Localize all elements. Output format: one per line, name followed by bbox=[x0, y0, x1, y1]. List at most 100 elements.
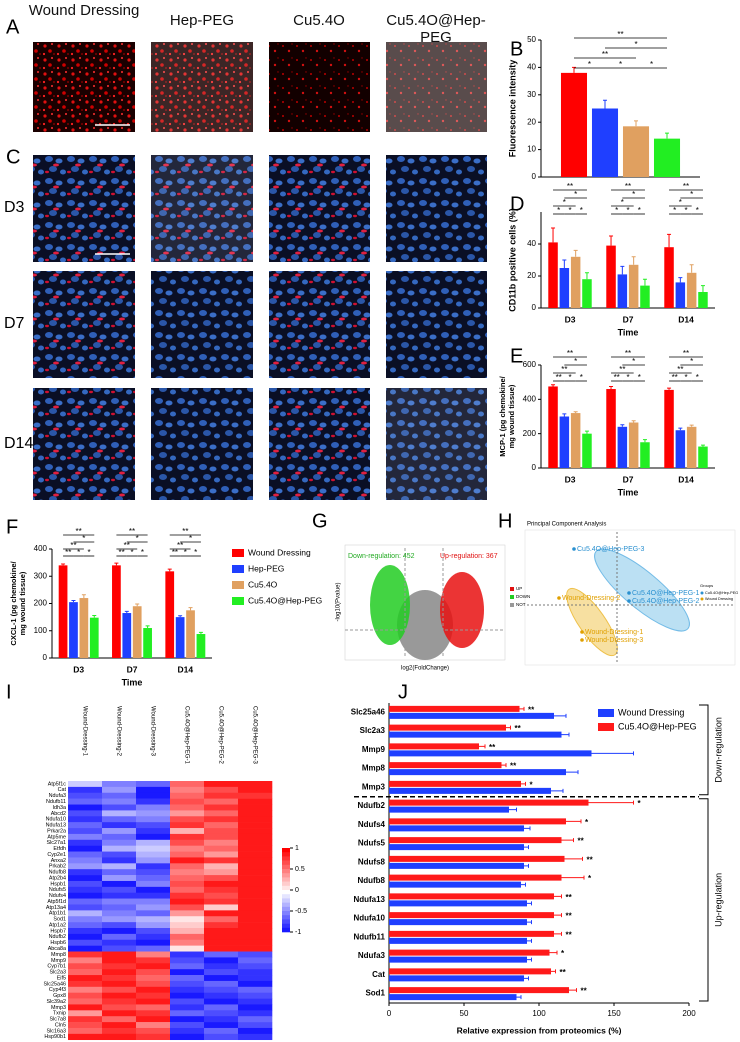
image-panels bbox=[33, 42, 487, 500]
heatmap-cell bbox=[170, 804, 205, 811]
heatmap-cell bbox=[102, 886, 137, 894]
heatmap-cell bbox=[170, 886, 205, 894]
bar bbox=[548, 386, 558, 468]
micrograph bbox=[386, 388, 487, 500]
bar bbox=[675, 430, 686, 468]
heatmap-cell bbox=[204, 1022, 239, 1029]
colorbar-segment bbox=[282, 860, 290, 866]
heatmap-cell bbox=[238, 845, 273, 852]
heatmap-cell bbox=[136, 998, 171, 1005]
bar bbox=[675, 282, 686, 308]
heatmap-cell bbox=[170, 975, 205, 982]
heatmap-cell bbox=[204, 851, 239, 858]
heatmap-cell bbox=[136, 851, 171, 858]
bar bbox=[686, 426, 697, 468]
heatmap-cell bbox=[204, 1004, 239, 1011]
error-bar bbox=[524, 976, 529, 981]
bar bbox=[389, 881, 521, 888]
heatmap-cell bbox=[204, 839, 239, 846]
error-bar bbox=[566, 770, 579, 775]
heatmap-cell bbox=[170, 963, 205, 970]
bar bbox=[640, 285, 650, 308]
annotation: Down-regulation: 452 bbox=[348, 553, 415, 560]
legend-label: Wound Dressing bbox=[248, 547, 311, 557]
column-label: Wound-Dressing-3 bbox=[149, 706, 155, 757]
heatmap-cell bbox=[68, 969, 103, 976]
significance-label: * bbox=[634, 40, 637, 49]
y-tick-label: 400 bbox=[523, 394, 537, 403]
bar bbox=[582, 433, 592, 468]
row-label: Cyp2e1 bbox=[47, 852, 66, 858]
heatmap-cell bbox=[204, 969, 239, 976]
heatmap-cell bbox=[68, 986, 103, 993]
bar bbox=[698, 292, 708, 308]
heatmap-cell bbox=[136, 980, 171, 988]
heatmap-cell bbox=[136, 904, 171, 911]
heatmap-cell bbox=[136, 822, 171, 829]
bar bbox=[389, 919, 527, 926]
heatmap-cell bbox=[136, 951, 171, 958]
error-bar bbox=[71, 600, 76, 603]
error-bar bbox=[678, 277, 683, 283]
significance-label: * bbox=[88, 548, 91, 557]
heatmap-cell bbox=[170, 851, 205, 858]
panel-label: F bbox=[6, 516, 18, 538]
micrograph bbox=[386, 271, 487, 378]
heatmap-cell bbox=[102, 980, 137, 988]
row-label: Slc25a46 bbox=[44, 981, 66, 987]
heatmap-cell bbox=[238, 1010, 273, 1017]
y-tick-label: 400 bbox=[34, 544, 48, 553]
significance-label: * bbox=[568, 206, 571, 215]
bar bbox=[389, 787, 551, 794]
panel-label: J bbox=[398, 681, 408, 703]
heatmap-cell bbox=[204, 992, 239, 999]
group-bracket bbox=[699, 704, 709, 796]
y-tick-label: 0 bbox=[532, 463, 537, 472]
error-bar bbox=[521, 882, 526, 887]
colorbar-segment bbox=[282, 923, 290, 929]
error-bar bbox=[573, 249, 578, 257]
heatmap-cell bbox=[238, 945, 273, 952]
bar bbox=[622, 126, 650, 177]
error-bar bbox=[609, 385, 614, 390]
bar bbox=[560, 72, 588, 177]
heatmap-cell bbox=[238, 804, 273, 811]
colorbar-segment bbox=[282, 869, 290, 874]
error-bar bbox=[178, 615, 183, 618]
heatmap-cell bbox=[136, 845, 171, 852]
significance-label: * bbox=[580, 373, 583, 382]
heatmap-cell bbox=[102, 845, 137, 852]
heatmap-cell bbox=[136, 992, 171, 999]
error-bar bbox=[561, 875, 585, 880]
heatmap-cell bbox=[68, 798, 103, 805]
heatmap-cell bbox=[204, 822, 239, 829]
significance-label: ** bbox=[561, 365, 567, 374]
colorbar-label: 0.5 bbox=[295, 866, 305, 873]
heatmap-cell bbox=[170, 1016, 205, 1023]
heatmap-cell bbox=[102, 1033, 137, 1041]
heatmap-cell bbox=[204, 810, 239, 817]
heatmap-cell bbox=[68, 898, 103, 905]
heatmap-cell bbox=[170, 951, 205, 958]
row-label: Ndufa3 bbox=[49, 793, 66, 799]
heatmap-cell bbox=[136, 792, 171, 799]
bar bbox=[686, 272, 697, 308]
significance-label: ** bbox=[602, 50, 608, 59]
column-header: Cu5.4O@Hep-PEG bbox=[386, 12, 486, 46]
error-bar bbox=[609, 235, 614, 246]
error-bar bbox=[631, 256, 636, 265]
heatmap-cell bbox=[204, 922, 239, 929]
heatmap-cell bbox=[170, 798, 205, 805]
heatmap-cell bbox=[238, 833, 273, 841]
error-bar bbox=[527, 920, 532, 925]
x-axis-title: Time bbox=[618, 487, 639, 497]
heatmap-cell bbox=[102, 998, 137, 1005]
heatmap-cell bbox=[204, 1027, 239, 1035]
heatmap-cell bbox=[68, 910, 103, 917]
y-axis-title: MCP-1 (pg chemokine/mg wound tissue) bbox=[498, 375, 516, 456]
error-bar bbox=[124, 610, 129, 614]
heatmap-cell bbox=[238, 857, 273, 864]
bar bbox=[628, 422, 639, 468]
y-tick-label: Mmp9 bbox=[362, 745, 386, 754]
row-label: Atp2b4 bbox=[49, 875, 66, 881]
